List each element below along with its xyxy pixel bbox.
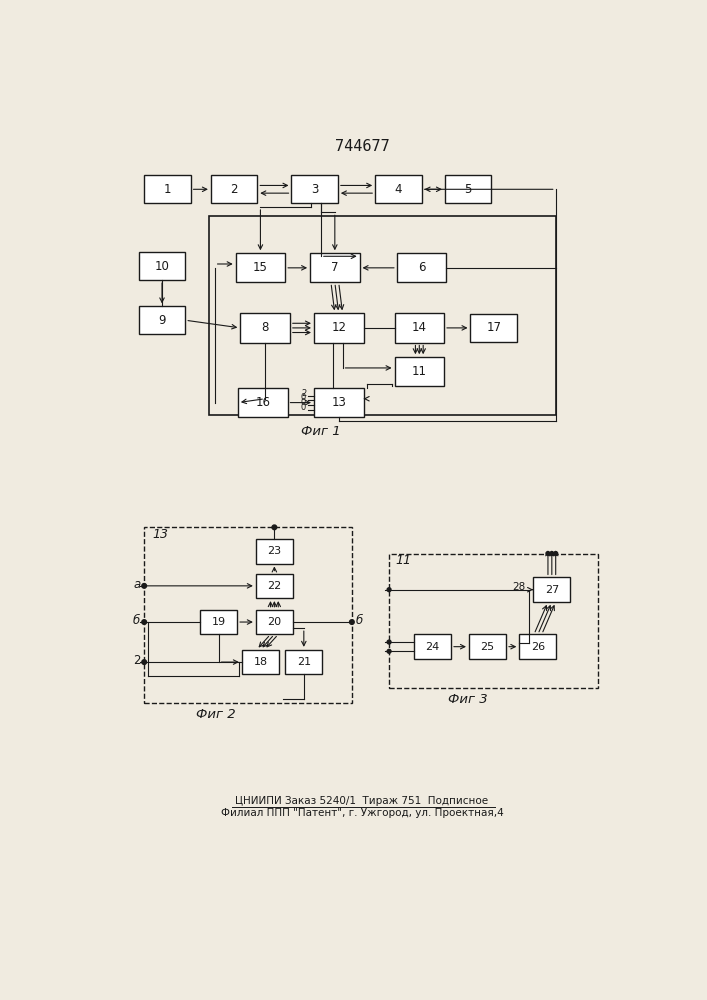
Text: 2: 2 bbox=[133, 654, 140, 667]
Bar bbox=[310, 253, 360, 282]
Text: 2: 2 bbox=[301, 389, 306, 398]
Bar bbox=[139, 306, 185, 334]
Bar bbox=[397, 253, 446, 282]
Bar bbox=[209, 216, 556, 415]
Circle shape bbox=[142, 660, 146, 664]
Text: 13: 13 bbox=[332, 396, 346, 409]
Text: 14: 14 bbox=[411, 321, 427, 334]
Circle shape bbox=[142, 584, 146, 588]
Text: 0: 0 bbox=[301, 403, 306, 412]
Bar bbox=[200, 610, 237, 634]
Bar bbox=[242, 650, 279, 674]
Circle shape bbox=[387, 588, 391, 592]
Text: Фиг 1: Фиг 1 bbox=[301, 425, 341, 438]
Circle shape bbox=[272, 525, 276, 530]
Bar bbox=[139, 252, 185, 280]
Text: 22: 22 bbox=[267, 581, 281, 591]
Bar bbox=[240, 313, 290, 343]
Text: 9: 9 bbox=[158, 314, 165, 327]
Bar bbox=[256, 574, 293, 598]
Text: 4: 4 bbox=[395, 183, 402, 196]
Bar bbox=[375, 175, 421, 203]
Text: 2: 2 bbox=[230, 183, 238, 196]
Bar bbox=[291, 175, 338, 203]
Text: 0: 0 bbox=[301, 398, 306, 407]
Text: 13: 13 bbox=[152, 528, 168, 541]
Text: 24: 24 bbox=[426, 642, 440, 652]
Bar bbox=[211, 175, 257, 203]
Text: 20: 20 bbox=[267, 617, 281, 627]
Bar bbox=[235, 253, 285, 282]
Circle shape bbox=[550, 552, 554, 555]
Bar bbox=[533, 577, 571, 602]
Bar bbox=[314, 313, 363, 343]
Bar bbox=[469, 634, 506, 659]
Text: 15: 15 bbox=[253, 261, 268, 274]
Text: 11: 11 bbox=[411, 365, 427, 378]
Text: 17: 17 bbox=[486, 321, 501, 334]
Circle shape bbox=[349, 620, 354, 624]
Text: 28: 28 bbox=[513, 582, 526, 592]
Bar bbox=[395, 313, 444, 343]
Text: 26: 26 bbox=[531, 642, 545, 652]
Text: 6: 6 bbox=[418, 261, 426, 274]
Bar bbox=[314, 388, 363, 417]
Bar bbox=[256, 610, 293, 634]
Text: 19: 19 bbox=[211, 617, 226, 627]
Text: 11: 11 bbox=[395, 554, 411, 567]
Bar bbox=[445, 175, 491, 203]
Bar bbox=[519, 634, 556, 659]
Circle shape bbox=[387, 640, 391, 644]
Bar bbox=[238, 388, 288, 417]
Text: Филиал ППП "Патент", г. Ужгород, ул. Проектная,4: Филиал ППП "Патент", г. Ужгород, ул. Про… bbox=[221, 808, 503, 818]
Text: 25: 25 bbox=[481, 642, 495, 652]
Text: 23: 23 bbox=[267, 546, 281, 556]
Text: 16: 16 bbox=[255, 396, 270, 409]
Circle shape bbox=[387, 649, 391, 653]
Text: a: a bbox=[133, 578, 140, 591]
Bar bbox=[389, 554, 598, 688]
Text: б: б bbox=[356, 614, 363, 627]
Bar bbox=[395, 357, 444, 386]
Circle shape bbox=[554, 552, 558, 555]
Text: 8: 8 bbox=[262, 321, 269, 334]
Text: 0: 0 bbox=[301, 393, 306, 402]
Text: б: б bbox=[133, 614, 140, 627]
Text: 5: 5 bbox=[464, 183, 472, 196]
Text: Фиг 2: Фиг 2 bbox=[197, 708, 236, 721]
Bar bbox=[144, 527, 352, 703]
Bar bbox=[414, 634, 451, 659]
Text: 10: 10 bbox=[155, 260, 170, 273]
Text: ЦНИИПИ Заказ 5240/1  Тираж 751  Подписное: ЦНИИПИ Заказ 5240/1 Тираж 751 Подписное bbox=[235, 796, 489, 806]
Text: Фиг 3: Фиг 3 bbox=[448, 693, 488, 706]
Bar bbox=[470, 314, 517, 342]
Text: 744677: 744677 bbox=[334, 139, 390, 154]
Text: 12: 12 bbox=[331, 321, 346, 334]
Text: 7: 7 bbox=[331, 261, 339, 274]
Circle shape bbox=[546, 552, 550, 555]
Bar bbox=[256, 539, 293, 564]
Text: 1: 1 bbox=[164, 183, 171, 196]
Text: 27: 27 bbox=[544, 585, 559, 595]
Text: 18: 18 bbox=[253, 657, 267, 667]
Text: 21: 21 bbox=[297, 657, 311, 667]
Bar bbox=[285, 650, 322, 674]
Bar bbox=[144, 175, 191, 203]
Text: 3: 3 bbox=[311, 183, 318, 196]
Circle shape bbox=[142, 620, 146, 624]
